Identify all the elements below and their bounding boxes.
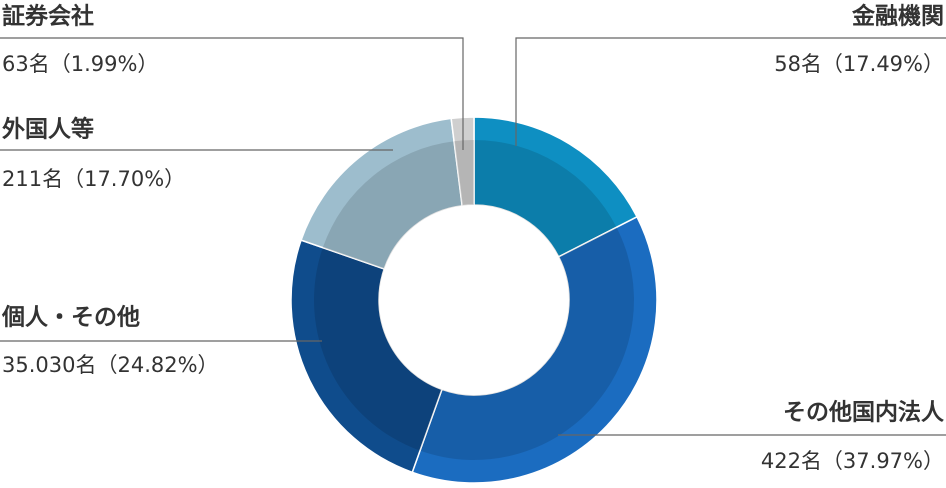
value-label: 63名（1.99%） [2,52,158,76]
category-label: その他国内法人 [783,400,945,426]
category-label: 個人・その他 [1,305,140,331]
slice [290,239,443,474]
slice-shade [420,227,634,460]
slice-shade [313,247,442,451]
slice [473,116,639,258]
category-label: 金融機関 [851,3,944,30]
slice-shade [454,140,474,206]
slice-shade [322,141,463,269]
category-label: 証券会社 [2,3,94,30]
value-label: 35.030名（24.82%） [2,353,219,377]
slice [411,215,658,484]
slice [300,117,463,270]
value-label: 58名（17.49%） [774,52,944,76]
value-label: 211名（17.70%） [2,167,185,191]
slice [450,116,475,207]
leader-line [515,37,946,146]
leader-line [0,37,464,150]
category-label: 外国人等 [2,116,94,143]
value-label: 422名（37.97%） [761,449,944,473]
slice-shade [474,140,617,257]
